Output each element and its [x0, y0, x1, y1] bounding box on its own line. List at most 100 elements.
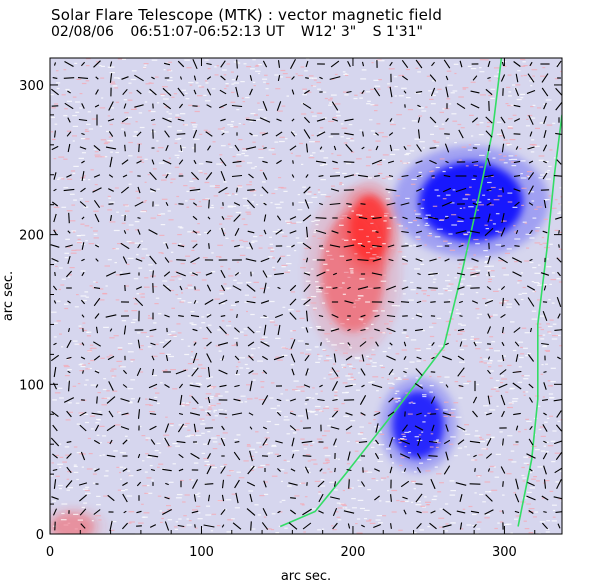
noise-pixel	[337, 507, 343, 509]
noise-pixel	[85, 486, 90, 488]
noise-pixel	[95, 515, 101, 517]
vector-mark	[514, 341, 520, 347]
noise-pixel	[318, 410, 323, 412]
noise-pixel	[136, 197, 141, 199]
vector-mark	[262, 100, 268, 112]
noise-pixel	[526, 118, 529, 120]
noise-pixel	[193, 301, 199, 303]
vector-mark	[431, 342, 435, 346]
noise-pixel	[547, 445, 554, 447]
vector-mark	[164, 257, 170, 263]
vector-mark	[315, 229, 327, 235]
noise-pixel	[129, 521, 135, 523]
noise-pixel	[90, 428, 94, 430]
noise-pixel	[222, 131, 229, 133]
noise-pixel	[256, 331, 261, 333]
vector-mark	[385, 285, 397, 291]
noise-pixel	[314, 414, 318, 416]
noise-pixel	[90, 347, 97, 349]
noise-pixel	[128, 475, 134, 477]
noise-pixel	[326, 357, 333, 359]
noise-pixel	[63, 524, 69, 526]
noise-pixel	[300, 352, 304, 354]
noise-pixel	[258, 157, 264, 159]
noise-pixel	[378, 397, 382, 399]
noise-pixel	[410, 339, 417, 341]
noise-pixel	[405, 335, 409, 337]
noise-pixel	[322, 472, 327, 474]
noise-pixel	[121, 320, 127, 322]
noise-pixel	[451, 224, 457, 226]
noise-pixel	[189, 198, 195, 200]
noise-pixel	[181, 338, 184, 341]
noise-pixel	[373, 79, 379, 81]
noise-pixel	[422, 394, 427, 396]
noise-pixel	[191, 249, 195, 251]
noise-pixel	[99, 455, 102, 457]
vector-mark	[305, 77, 309, 79]
noise-pixel	[322, 462, 329, 464]
noise-pixel	[311, 196, 318, 198]
noise-pixel	[521, 375, 525, 377]
noise-pixel	[436, 439, 440, 441]
vector-mark	[457, 328, 465, 332]
noise-pixel	[506, 86, 511, 88]
noise-pixel	[101, 65, 105, 67]
vector-mark	[245, 258, 257, 262]
noise-pixel	[93, 233, 98, 235]
noise-pixel	[410, 281, 414, 284]
vector-mark	[192, 328, 198, 332]
noise-pixel	[242, 240, 248, 243]
noise-pixel	[93, 148, 97, 150]
noise-pixel	[211, 437, 217, 439]
noise-pixel	[164, 286, 170, 288]
noise-pixel	[266, 83, 270, 85]
noise-pixel	[468, 505, 473, 508]
noise-pixel	[402, 435, 407, 438]
noise-pixel	[59, 466, 62, 468]
noise-pixel	[486, 439, 492, 441]
neutral-lines	[279, 58, 562, 528]
noise-pixel	[221, 320, 225, 322]
noise-pixel	[199, 172, 203, 174]
vector-mark	[205, 272, 213, 276]
noise-pixel	[401, 433, 406, 435]
noise-pixel	[505, 391, 509, 393]
noise-pixel	[155, 297, 160, 299]
noise-pixel	[277, 110, 283, 112]
vector-mark	[362, 131, 364, 137]
noise-pixel	[430, 289, 437, 291]
noise-pixel	[420, 505, 426, 507]
noise-pixel	[559, 345, 562, 347]
noise-pixel	[328, 136, 334, 138]
noise-pixel	[419, 462, 424, 464]
vector-mark	[372, 216, 382, 220]
vector-mark	[163, 62, 171, 66]
vector-mark	[162, 468, 172, 472]
noise-pixel	[198, 384, 203, 386]
noise-pixel	[67, 487, 73, 489]
vector-mark	[388, 132, 394, 136]
vector-mark	[274, 313, 284, 319]
noise-pixel	[503, 65, 507, 67]
noise-pixel	[66, 130, 72, 132]
noise-pixel	[249, 181, 252, 183]
noise-pixel	[333, 409, 340, 411]
vector-mark	[487, 313, 491, 319]
noise-pixel	[433, 278, 437, 280]
vector-mark	[164, 314, 170, 318]
vector-mark	[456, 102, 466, 110]
noise-pixel	[540, 338, 545, 340]
noise-pixel	[128, 183, 132, 185]
noise-pixel	[415, 504, 422, 506]
vector-mark	[179, 76, 183, 80]
noise-pixel	[127, 99, 133, 101]
noise-pixel	[507, 364, 512, 366]
noise-pixel	[376, 515, 382, 517]
noise-pixel	[424, 496, 427, 498]
noise-pixel	[109, 201, 115, 203]
noise-pixel	[209, 376, 213, 378]
vector-mark	[263, 229, 267, 235]
noise-pixel	[512, 114, 517, 116]
vector-mark	[262, 355, 268, 361]
